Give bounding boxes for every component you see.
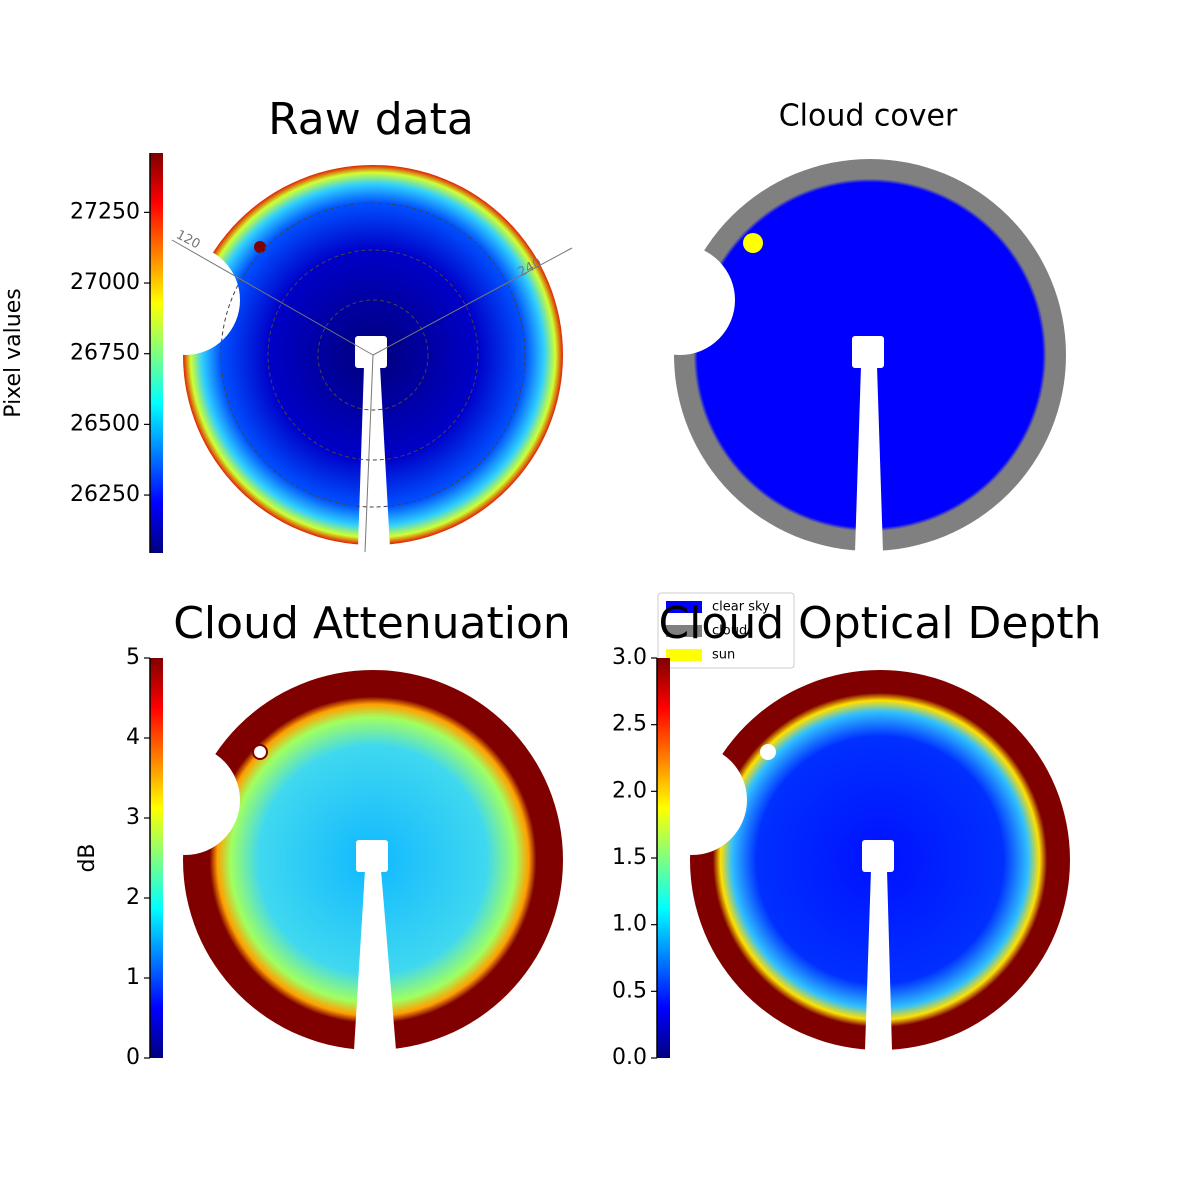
colorbar-tick-label: 0.5 <box>612 978 647 1003</box>
colorbar-tick-label: 2.0 <box>612 778 647 803</box>
colorbar-tick-label: 27250 <box>70 199 140 224</box>
colorbar-tick-label: 26750 <box>70 341 140 366</box>
legend-swatch <box>666 601 702 613</box>
panel-title: Raw data <box>268 94 474 145</box>
panel-title: Cloud cover <box>779 99 958 134</box>
colorbar-tick-label: 2.5 <box>612 712 647 737</box>
colorbar-tick-label: 1.5 <box>612 845 647 870</box>
colorbar-tick-label: 1.0 <box>612 912 647 937</box>
colorbar-tick-label: 3 <box>126 805 140 830</box>
legend-swatch <box>666 625 702 637</box>
colorbar <box>150 658 163 1058</box>
panel-title: Cloud Attenuation <box>173 598 571 649</box>
colorbar-tick-label: 2 <box>126 885 140 910</box>
panel-title: Cloud Optical Depth <box>658 598 1101 649</box>
colorbar-tick-label: 4 <box>126 725 140 750</box>
colorbar <box>150 153 163 553</box>
legend-label: sun <box>712 648 735 663</box>
colorbar-tick-label: 3.0 <box>612 645 647 670</box>
colorbar-label: dB <box>75 843 100 872</box>
legend-swatch <box>666 649 702 661</box>
colorbar <box>657 658 670 1058</box>
colorbar-tick-label: 27000 <box>70 270 140 295</box>
colorbar-tick-label: 5 <box>126 645 140 670</box>
legend-label: cloud <box>712 624 747 639</box>
colorbar-tick-label: 1 <box>126 965 140 990</box>
legend-label: clear sky <box>712 600 770 615</box>
colorbar-label: Pixel values <box>1 288 26 417</box>
colorbar-tick-label: 26250 <box>70 482 140 507</box>
colorbar-tick-label: 26500 <box>70 411 140 436</box>
colorbar-tick-label: 0 <box>126 1045 140 1070</box>
colorbar-tick-label: 0.0 <box>612 1045 647 1070</box>
